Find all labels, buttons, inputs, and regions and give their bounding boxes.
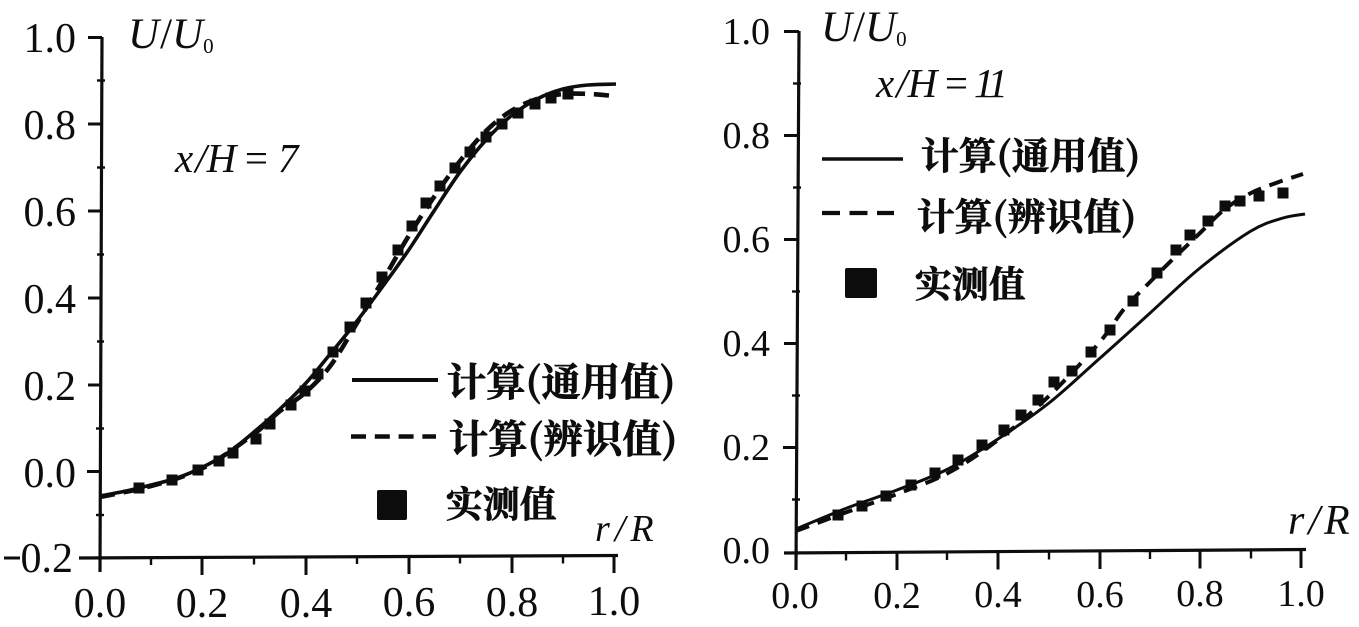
svg-text:U/U0: U/U0 — [128, 11, 214, 58]
svg-text:1.0: 1.0 — [24, 16, 77, 62]
svg-text:U/U0: U/U0 — [821, 4, 907, 51]
svg-text:x/H=7: x/H = 7 — [174, 135, 300, 181]
svg-text:0.0: 0.0 — [771, 575, 819, 617]
svg-text:0.4: 0.4 — [723, 323, 771, 365]
svg-text:0.0: 0.0 — [24, 451, 77, 497]
svg-text:0.8: 0.8 — [1176, 573, 1224, 615]
svg-text:0.2: 0.2 — [176, 581, 229, 627]
svg-text:0.8: 0.8 — [486, 580, 539, 626]
svg-text:1.0: 1.0 — [723, 11, 771, 53]
svg-text:0.6: 0.6 — [24, 190, 77, 236]
svg-text:0.2: 0.2 — [24, 364, 77, 410]
svg-text:r/R: r/R — [595, 508, 654, 550]
svg-text:r/R: r/R — [1288, 498, 1350, 544]
svg-text:0.0: 0.0 — [74, 581, 127, 627]
svg-text:0.8: 0.8 — [24, 103, 77, 149]
svg-text:0.4: 0.4 — [974, 574, 1022, 616]
svg-text:0.6: 0.6 — [383, 580, 436, 626]
svg-text:0.2: 0.2 — [873, 575, 921, 617]
svg-text:0.8: 0.8 — [723, 115, 771, 157]
svg-text:1.0: 1.0 — [1277, 573, 1325, 615]
svg-text:x/H=11: x/H =11 — [875, 60, 1004, 106]
svg-text:0.0: 0.0 — [723, 530, 771, 572]
svg-text:0.2: 0.2 — [723, 427, 771, 469]
svg-text:0.4: 0.4 — [24, 277, 77, 323]
svg-text:0.6: 0.6 — [723, 219, 771, 261]
svg-text:0.2: 0.2 — [21, 536, 74, 582]
svg-text:0.6: 0.6 — [1076, 574, 1124, 616]
svg-text:0.4: 0.4 — [280, 581, 333, 627]
svg-text:1.0: 1.0 — [588, 579, 641, 625]
